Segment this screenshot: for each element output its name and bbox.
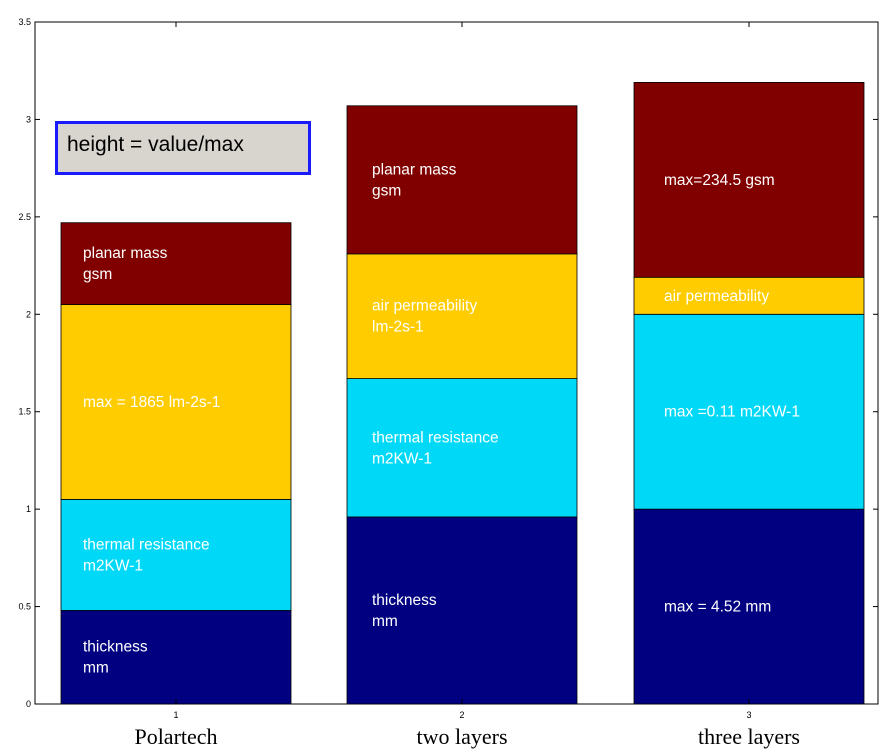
segment-label: mm — [372, 613, 398, 630]
bar-segment-thermal — [633, 313, 865, 510]
segment-label: thermal resistance — [372, 429, 499, 446]
bar-segment-air — [346, 253, 578, 379]
segment-label: thickness — [372, 592, 437, 609]
segment-label: max = 4.52 mm — [664, 599, 771, 616]
y-tick-label: 2.5 — [18, 212, 31, 222]
annotation-text: height = value/max — [67, 133, 244, 156]
segment-label: gsm — [372, 182, 401, 199]
segment-label: lm-2s-1 — [372, 319, 424, 336]
y-tick-label: 1.5 — [18, 407, 31, 417]
segment-labels-group: thickness mm thermal resistance m2KW-1 max =… — [83, 161, 800, 676]
bar-segment-thermal — [60, 498, 292, 611]
segment-label: mm — [83, 660, 109, 677]
bar-segment-thickness — [60, 610, 292, 705]
bar-segment-thermal — [346, 378, 578, 518]
bar-segment-thickness — [346, 516, 578, 705]
bar-segment-thickness — [633, 508, 865, 705]
segment-label: air permeability — [372, 298, 477, 315]
segment-label: max =0.11 m2KW-1 — [664, 404, 800, 421]
segment-label: thickness — [83, 639, 148, 656]
category-label: Polartech — [134, 724, 217, 749]
segment-label: planar mass — [372, 161, 457, 178]
segment-label: max = 1865 lm-2s-1 — [83, 394, 220, 411]
segment-label: gsm — [83, 266, 112, 283]
x-tick-label: 1 — [173, 710, 178, 720]
segment-label: thermal resistance — [83, 536, 210, 553]
bars-group — [60, 82, 865, 705]
bar-segment-mass — [60, 222, 292, 305]
segment-label: planar mass — [83, 245, 168, 262]
annotation-box: height = value/max — [55, 121, 311, 175]
segment-label: m2KW-1 — [83, 557, 143, 574]
y-tick-label: 2 — [26, 309, 31, 319]
bar-segment-mass — [346, 105, 578, 255]
segment-label: m2KW-1 — [372, 450, 432, 467]
ticks-group: 0 0.5 1 1.5 2 2.5 3 3.5 1 Polartech 2 two layers 3 th… — [18, 17, 878, 749]
segment-label: air permeability — [664, 288, 769, 305]
y-tick-label: 0 — [26, 699, 31, 709]
category-label: three layers — [698, 724, 800, 749]
x-tick-label: 3 — [746, 710, 751, 720]
segment-label: max=234.5 gsm — [664, 172, 775, 189]
y-tick-label: 3.5 — [18, 17, 31, 27]
bar-segment-air — [633, 276, 865, 315]
category-label: two layers — [416, 724, 507, 749]
y-tick-label: 0.5 — [18, 602, 31, 612]
y-tick-label: 3 — [26, 114, 31, 124]
y-tick-label: 1 — [26, 504, 31, 514]
bar-segment-mass — [633, 82, 865, 278]
x-tick-label: 2 — [459, 710, 464, 720]
